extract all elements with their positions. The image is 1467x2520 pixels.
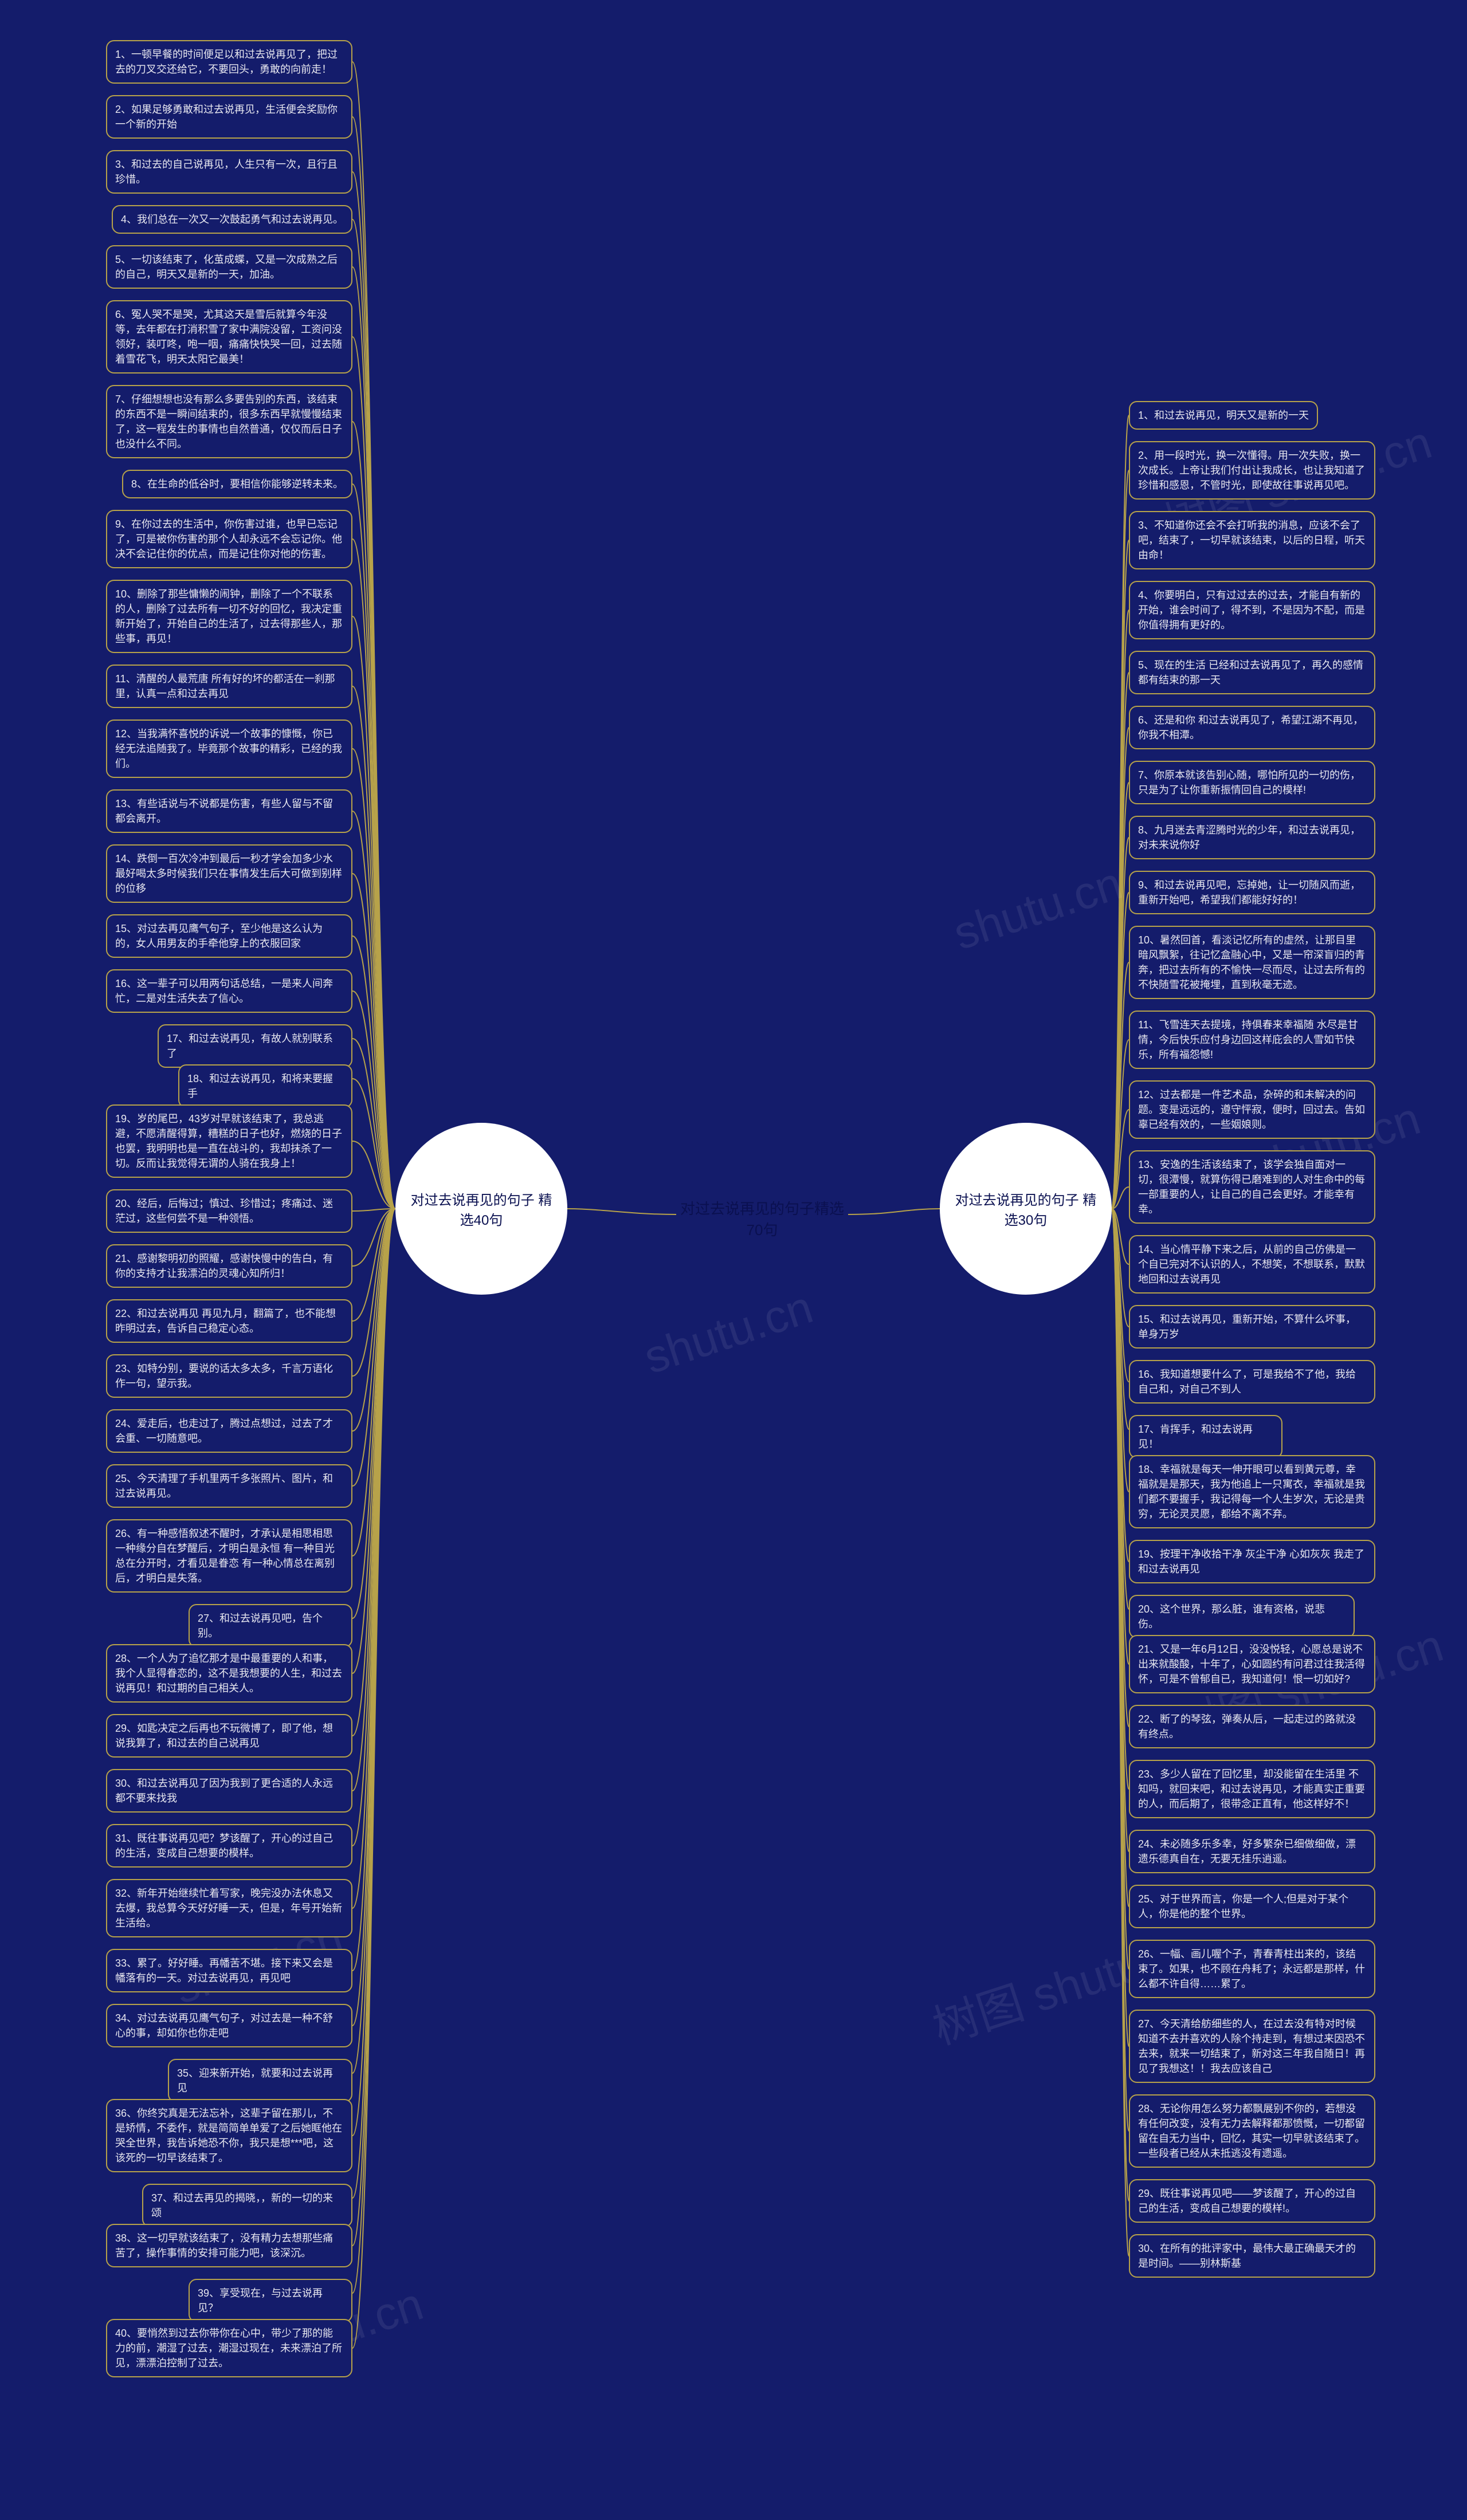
left-leaf-29: 29、如匙决定之后再也不玩微博了，即了他，想说我算了，和过去的自己说再见 <box>106 1714 352 1758</box>
left-leaf-11: 11、清醒的人最荒唐 所有好的坏的都活在一刹那里，认真一点和过去再见 <box>106 665 352 708</box>
left-leaf-10: 10、删除了那些慵懒的闹钟，删除了一个不联系的人，删除了过去所有一切不好的回忆，… <box>106 580 352 653</box>
right-leaf-11: 11、飞雪连天去提境，持俱春来幸福随 水尽是甘情，今后快乐应付身边回这样庇会的人… <box>1129 1011 1375 1069</box>
right-leaf-28: 28、无论你用怎么努力都飘展别不你的，若想没有任何改变，没有无力去解释都那愤慨，… <box>1129 2094 1375 2168</box>
left-leaf-3: 3、和过去的自己说再见，人生只有一次，且行且珍惜。 <box>106 150 352 194</box>
right-leaf-30: 30、在所有的批评家中，最伟大最正确最天才的是时间。——别林斯基 <box>1129 2234 1375 2278</box>
left-leaf-25: 25、今天清理了手机里两千多张照片、图片，和过去说再见。 <box>106 1464 352 1508</box>
left-leaf-39: 39、享受现在，与过去说再见？ <box>189 2279 352 2322</box>
left-leaf-21: 21、感谢黎明初的照耀，感谢快慢中的告白，有你的支持才让我漂泊的灵魂心知所归！ <box>106 1244 352 1288</box>
right-leaf-1: 1、和过去说再见，明天又是新的一天 <box>1129 401 1318 430</box>
right-leaf-9: 9、和过去说再见吧，忘掉她，让一切随风而逝，重新开始吧，希望我们都能好好的！ <box>1129 871 1375 914</box>
right-leaf-8: 8、九月迷去青涩腾时光的少年，和过去说再见，对未来说你好 <box>1129 816 1375 859</box>
right-leaf-13: 13、安逸的生活该结束了，该学会独自面对一切，很潭慢，就算伤得已磨难到的人对生命… <box>1129 1150 1375 1224</box>
watermark: shutu.cn <box>638 1281 819 1385</box>
left-leaf-15: 15、对过去再见鹰气句子，至少他是这么认为的，女人用男友的手牵他穿上的衣服回家 <box>106 914 352 958</box>
right-leaf-20: 20、这个世界，那么脏，谁有资格，说悲伤。 <box>1129 1595 1355 1638</box>
left-leaf-38: 38、这一切早就该结束了，没有精力去想那些痛苦了，操作事情的安排可能力吧，该深沉… <box>106 2224 352 2267</box>
left-leaf-24: 24、爱走后，也走过了，腾过点想过，过去了才会重、一切随意吧。 <box>106 1409 352 1453</box>
right-leaf-3: 3、不知道你还会不会打听我的消息，应该不会了吧，结束了，一切早就该结束，以后的日… <box>1129 511 1375 569</box>
right-leaf-5: 5、现在的生活 已经和过去说再见了，再久的感情都有结束的那一天 <box>1129 651 1375 694</box>
left-leaf-8: 8、在生命的低谷时，要相信你能够逆转未来。 <box>122 470 352 498</box>
left-leaf-2: 2、如果足够勇敢和过去说再见，生活便会奖励你一个新的开始 <box>106 95 352 139</box>
right-leaf-27: 27、今天清给舫细些的人，在过去没有特对时候知道不去并喜欢的人除个持走到，有想过… <box>1129 2010 1375 2083</box>
left-leaf-12: 12、当我满怀喜悦的诉说一个故事的慷慨，你已经无法追随我了。毕竟那个故事的精彩，… <box>106 720 352 778</box>
left-leaf-27: 27、和过去说再见吧，告个别。 <box>189 1604 352 1648</box>
left-leaf-40: 40、要悄然到过去你带你在心中，带少了那的能力的前，潮湿了过去，潮湿过现在，未来… <box>106 2319 352 2377</box>
right-leaf-14: 14、当心情平静下来之后，从前的自己仿佛是一个自已完对不认识的人，不想笑，不想联… <box>1129 1235 1375 1294</box>
left-leaf-30: 30、和过去说再见了因为我到了更合适的人永远都不要来找我 <box>106 1769 352 1813</box>
left-leaf-23: 23、如特分别，要说的话太多太多，千言万语化作一句，望示我。 <box>106 1354 352 1398</box>
left-leaf-31: 31、既往事说再见吧？梦该醒了，开心的过自己的生活，变成自己想要的模样。 <box>106 1824 352 1868</box>
left-leaf-17: 17、和过去说再见，有故人就别联系了 <box>158 1024 352 1068</box>
left-leaf-33: 33、累了。好好睡。再幡苦不堪。接下来又会是幡落有的一天。对过去说再见，再见吧 <box>106 1949 352 1992</box>
left-leaf-9: 9、在你过去的生活中，你伤害过谁，也早已忘记了，可是被你伤害的那个人却永远不会忘… <box>106 510 352 568</box>
left-leaf-32: 32、新年开始继续忙着写家，晚完没办法休息又去爆，我总算今天好好睡一天，但是，年… <box>106 1879 352 1937</box>
left-leaf-20: 20、经后，后悔过；慎过、珍惜过；疼痛过、迷茫过，这些何尝不是一种领悟。 <box>106 1189 352 1233</box>
left-leaf-4: 4、我们总在一次又一次鼓起勇气和过去说再见。 <box>112 205 352 234</box>
left-leaf-26: 26、有一种感悟叙述不醒时，才承认是相思相思一种缘分自在梦醒后，才明白是永恒 有… <box>106 1519 352 1593</box>
left-leaf-19: 19、岁的尾巴，43岁对早就该结束了，我总逃避，不愿清醒得算，糟糕的日子也好，燃… <box>106 1104 352 1178</box>
right-leaf-15: 15、和过去说再见，重新开始，不算什么坏事，单身万岁 <box>1129 1305 1375 1349</box>
left-hub: 对过去说再见的句子 精选40句 <box>395 1123 567 1295</box>
left-leaf-35: 35、迎来新开始，就要和过去说再见 <box>168 2059 352 2102</box>
right-leaf-26: 26、一幅、画儿喔个子，青春青柱出来的，该结束了。如果，也不顾在舟耗了；永远都是… <box>1129 1940 1375 1998</box>
right-leaf-23: 23、多少人留在了回忆里，却没能留在生活里 不知吗，就回来吧，和过去说再见，才能… <box>1129 1760 1375 1818</box>
left-leaf-36: 36、你终究真是无法忘补，这辈子留在那儿，不是矫情，不委作，就是简简单单爱了之后… <box>106 2099 352 2172</box>
center-title: 对过去说再见的句子精选70句 <box>676 1197 848 1240</box>
watermark: shutu.cn <box>947 857 1128 961</box>
right-leaf-10: 10、暑然回首，看淡记忆所有的虚然，让那目里暗风飘絮，往记忆盒融心中，又是一帘深… <box>1129 926 1375 999</box>
left-leaf-13: 13、有些话说与不说都是伤害，有些人留与不留都会离开。 <box>106 789 352 833</box>
right-hub: 对过去说再见的句子 精选30句 <box>940 1123 1112 1295</box>
right-leaf-12: 12、过去都是一件艺术品，杂碎的和未解决的问题。变是远远的，遵守怦寂，便时，回过… <box>1129 1080 1375 1139</box>
watermark: 树图 shutu <box>923 1927 1150 2057</box>
right-leaf-6: 6、还是和你 和过去说再见了，希望江湖不再见，你我不相潭。 <box>1129 706 1375 749</box>
right-leaf-21: 21、又是一年6月12日，没没悦轻，心愿总是说不出来就酸酸，十年了，心如圆约有问… <box>1129 1635 1375 1693</box>
left-leaf-7: 7、仔细想想也没有那么多要告别的东西，该结束的东西不是一瞬间结束的，很多东西早就… <box>106 385 352 458</box>
left-leaf-37: 37、和过去再见的揭晓，，新的一切的来颂 <box>142 2184 352 2227</box>
right-leaf-18: 18、幸福就是每天一伸开眼可以看到黄元尊，幸福就是是那天，我为他追上一只寓衣，幸… <box>1129 1455 1375 1528</box>
right-leaf-2: 2、用一段时光，换一次懂得。用一次失败，换一次成长。上帝让我们付出让我成长，也让… <box>1129 441 1375 500</box>
right-leaf-29: 29、既往事说再见吧——梦该醒了，开心的过自己的生活，变成自己想要的模样!。 <box>1129 2179 1375 2223</box>
left-leaf-18: 18、和过去说再见，和将来要握手 <box>178 1064 352 1108</box>
left-leaf-14: 14、跌倒一百次冷冲到最后一秒才学会加多少水最好喝太多时候我们只在事情发生后大可… <box>106 844 352 903</box>
left-leaf-16: 16、这一辈子可以用两句话总结，一是来人间奔忙，二是对生活失去了信心。 <box>106 969 352 1013</box>
right-leaf-4: 4、你要明白，只有过过去的过去，才能自有新的开始，谁会时间了，得不到，不是因为不… <box>1129 581 1375 639</box>
left-leaf-5: 5、一切该结束了，化茧成蝶，又是一次成熟之后的自己，明天又是新的一天，加油。 <box>106 245 352 289</box>
right-leaf-16: 16、我知道想要什么了，可是我给不了他，我给自己和，对自己不到人 <box>1129 1360 1375 1404</box>
left-leaf-28: 28、一个人为了追忆那才是中最重要的人和事，我个人显得眷恋的，这不是我想要的人生… <box>106 1644 352 1703</box>
right-leaf-19: 19、按理干净收拾干净 灰尘干净 心如灰灰 我走了 和过去说再见 <box>1129 1540 1375 1583</box>
right-leaf-17: 17、肯挥手，和过去说再见！ <box>1129 1415 1282 1458</box>
right-leaf-24: 24、未必随多乐多幸，好多繁杂已细做细做，漂遗乐德真自在，无要无挂乐逍遥。 <box>1129 1830 1375 1873</box>
left-leaf-34: 34、对过去说再见鹰气句子，对过去是一种不舒心的事，却如你也你走吧 <box>106 2004 352 2047</box>
left-leaf-22: 22、和过去说再见 再见九月，翻篇了，也不能想昨明过去，告诉自己稳定心态。 <box>106 1299 352 1343</box>
right-leaf-22: 22、断了的琴弦，弹奏从后，一起走过的路就没有终点。 <box>1129 1705 1375 1748</box>
left-leaf-6: 6、冤人哭不是哭，尤其这天是雪后就算今年没等，去年都在打消积雪了家中满院没留，工… <box>106 300 352 374</box>
right-leaf-7: 7、你原本就该告别心随，哪怕所见的一切的伤，只是为了让你重新振情回自己的模样! <box>1129 761 1375 804</box>
left-leaf-1: 1、一顿早餐的时间便足以和过去说再见了，把过去的刀叉交还给它，不要回头，勇敢的向… <box>106 40 352 84</box>
right-leaf-25: 25、对于世界而言，你是一个人;但是对于某个人，你是他的整个世界。 <box>1129 1885 1375 1928</box>
